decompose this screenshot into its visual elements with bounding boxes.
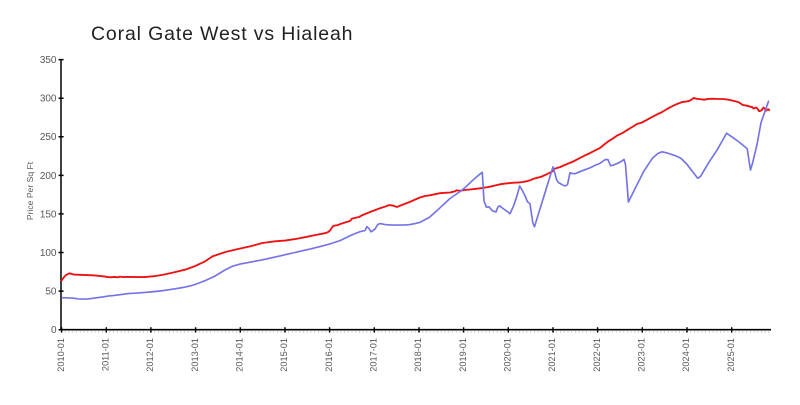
svg-text:Price Per Sq Ft: Price Per Sq Ft [25, 161, 35, 220]
svg-text:50: 50 [45, 287, 57, 298]
svg-text:150: 150 [40, 209, 57, 220]
svg-text:2018-01: 2018-01 [413, 338, 423, 372]
svg-text:2021-01: 2021-01 [547, 338, 557, 372]
svg-text:300: 300 [40, 94, 57, 105]
svg-text:2015-01: 2015-01 [279, 338, 289, 372]
svg-text:2013-01: 2013-01 [190, 338, 200, 372]
svg-text:2020-01: 2020-01 [503, 338, 513, 372]
svg-text:100: 100 [40, 248, 57, 259]
svg-text:2010-01: 2010-01 [56, 338, 66, 372]
svg-text:0: 0 [51, 325, 57, 336]
svg-text:2023-01: 2023-01 [637, 338, 647, 372]
svg-text:2024-01: 2024-01 [681, 338, 691, 372]
svg-text:2025-01: 2025-01 [726, 338, 736, 372]
svg-text:2012-01: 2012-01 [145, 338, 155, 372]
svg-text:200: 200 [40, 171, 57, 182]
svg-text:2019-01: 2019-01 [458, 338, 468, 372]
svg-text:2016-01: 2016-01 [324, 338, 334, 372]
svg-text:Coral Gate West vs Hialeah: Coral Gate West vs Hialeah [91, 23, 353, 45]
svg-text:2022-01: 2022-01 [592, 338, 602, 372]
svg-text:250: 250 [40, 132, 57, 143]
svg-text:2011-01: 2011-01 [101, 338, 111, 371]
svg-text:2014-01: 2014-01 [235, 338, 245, 372]
svg-text:2017-01: 2017-01 [369, 338, 379, 372]
svg-text:350: 350 [40, 55, 57, 66]
